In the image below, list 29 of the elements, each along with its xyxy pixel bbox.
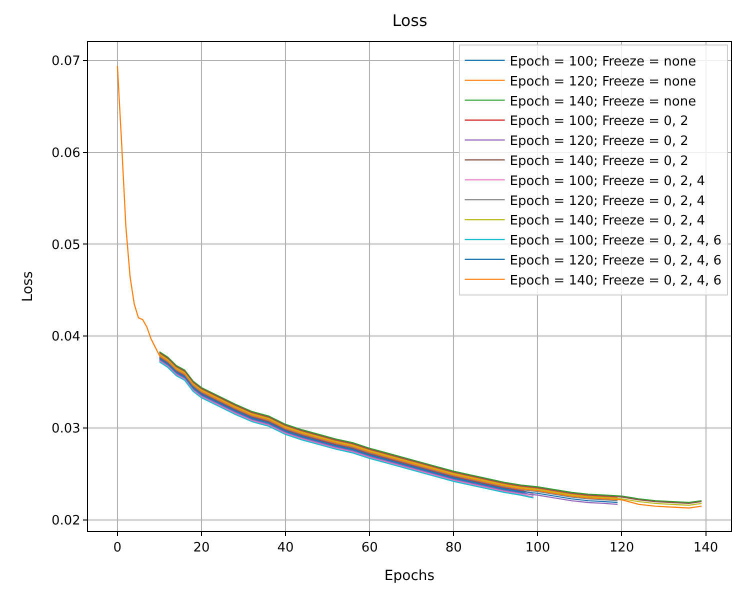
y-tick-label: 0.02 xyxy=(51,514,80,529)
y-tick-label: 0.06 xyxy=(51,146,80,161)
legend-label: Epoch = 120; Freeze = 0, 2 xyxy=(510,134,688,150)
x-tick-label: 140 xyxy=(693,540,718,556)
x-axis-title: Epochs xyxy=(384,568,435,584)
x-tick-label: 100 xyxy=(525,540,550,556)
legend-label: Epoch = 120; Freeze = 0, 2, 4, 6 xyxy=(510,253,722,268)
y-tick-label: 0.07 xyxy=(51,54,80,69)
y-axis-title: Loss xyxy=(20,271,36,302)
x-tick-label: 80 xyxy=(445,540,462,556)
chart-title: Loss xyxy=(392,11,428,30)
x-tick-label: 0 xyxy=(113,540,122,556)
legend-label: Epoch = 120; Freeze = 0, 2, 4 xyxy=(510,194,705,209)
x-tick-label: 20 xyxy=(193,540,210,556)
legend-label: Epoch = 140; Freeze = 0, 2 xyxy=(510,154,688,169)
legend-label: Epoch = 140; Freeze = none xyxy=(510,94,696,110)
legend-label: Epoch = 100; Freeze = none xyxy=(510,54,696,70)
x-tick-label: 120 xyxy=(609,540,634,556)
x-tick-label: 60 xyxy=(361,540,378,556)
legend-label: Epoch = 100; Freeze = 0, 2, 4 xyxy=(510,174,705,189)
y-tick-label: 0.05 xyxy=(51,238,80,253)
y-tick-label: 0.03 xyxy=(51,422,80,437)
legend-label: Epoch = 100; Freeze = 0, 2 xyxy=(510,114,688,130)
x-tick-label: 40 xyxy=(277,540,294,556)
legend-label: Epoch = 120; Freeze = none xyxy=(510,74,696,90)
legend-label: Epoch = 140; Freeze = 0, 2, 4 xyxy=(510,214,705,229)
legend-label: Epoch = 140; Freeze = 0, 2, 4, 6 xyxy=(510,273,722,288)
legend-label: Epoch = 100; Freeze = 0, 2, 4, 6 xyxy=(510,234,722,249)
y-tick-label: 0.04 xyxy=(51,330,80,345)
